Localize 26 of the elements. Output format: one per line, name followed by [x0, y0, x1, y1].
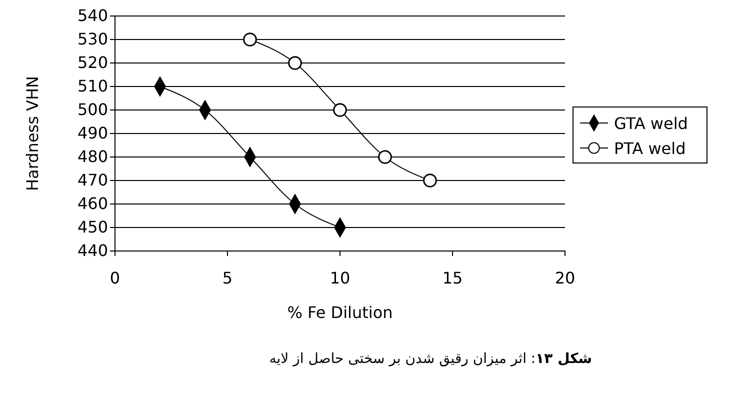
y-tick-label: 520	[77, 53, 108, 72]
x-tick-label: 15	[442, 268, 463, 288]
y-tick-label: 460	[77, 194, 108, 214]
point	[288, 56, 302, 70]
y-tick-label: 510	[77, 76, 108, 96]
legend-label: GTA weld	[614, 114, 688, 133]
y-tick-label: 480	[77, 147, 108, 166]
x-tick-label: 0	[110, 268, 120, 288]
point	[378, 150, 392, 164]
y-tick-label: 530	[77, 30, 108, 49]
y-axis-title: Hardness VHN	[23, 76, 42, 191]
y-tick-label: 490	[77, 124, 108, 143]
x-tick-label: 10	[330, 268, 350, 288]
y-tick-label: 440	[77, 241, 108, 260]
point	[243, 32, 257, 46]
y-tick-label: 470	[77, 170, 108, 190]
x-axis-title: % Fe Dilution	[287, 303, 393, 322]
point	[423, 174, 437, 188]
y-tick-label: 540	[77, 6, 108, 26]
y-tick-label: 500	[77, 100, 108, 120]
text: شکل ۱۳: اثر میزان رقیق شدن بر سختی حاصل از لایه	[269, 351, 592, 367]
x-tick-label: 20	[554, 268, 576, 288]
x-tick-label: 5	[222, 268, 233, 288]
point	[333, 103, 347, 117]
y-tick-label: 450	[77, 218, 108, 237]
legend-label: PTA weld	[614, 139, 686, 158]
